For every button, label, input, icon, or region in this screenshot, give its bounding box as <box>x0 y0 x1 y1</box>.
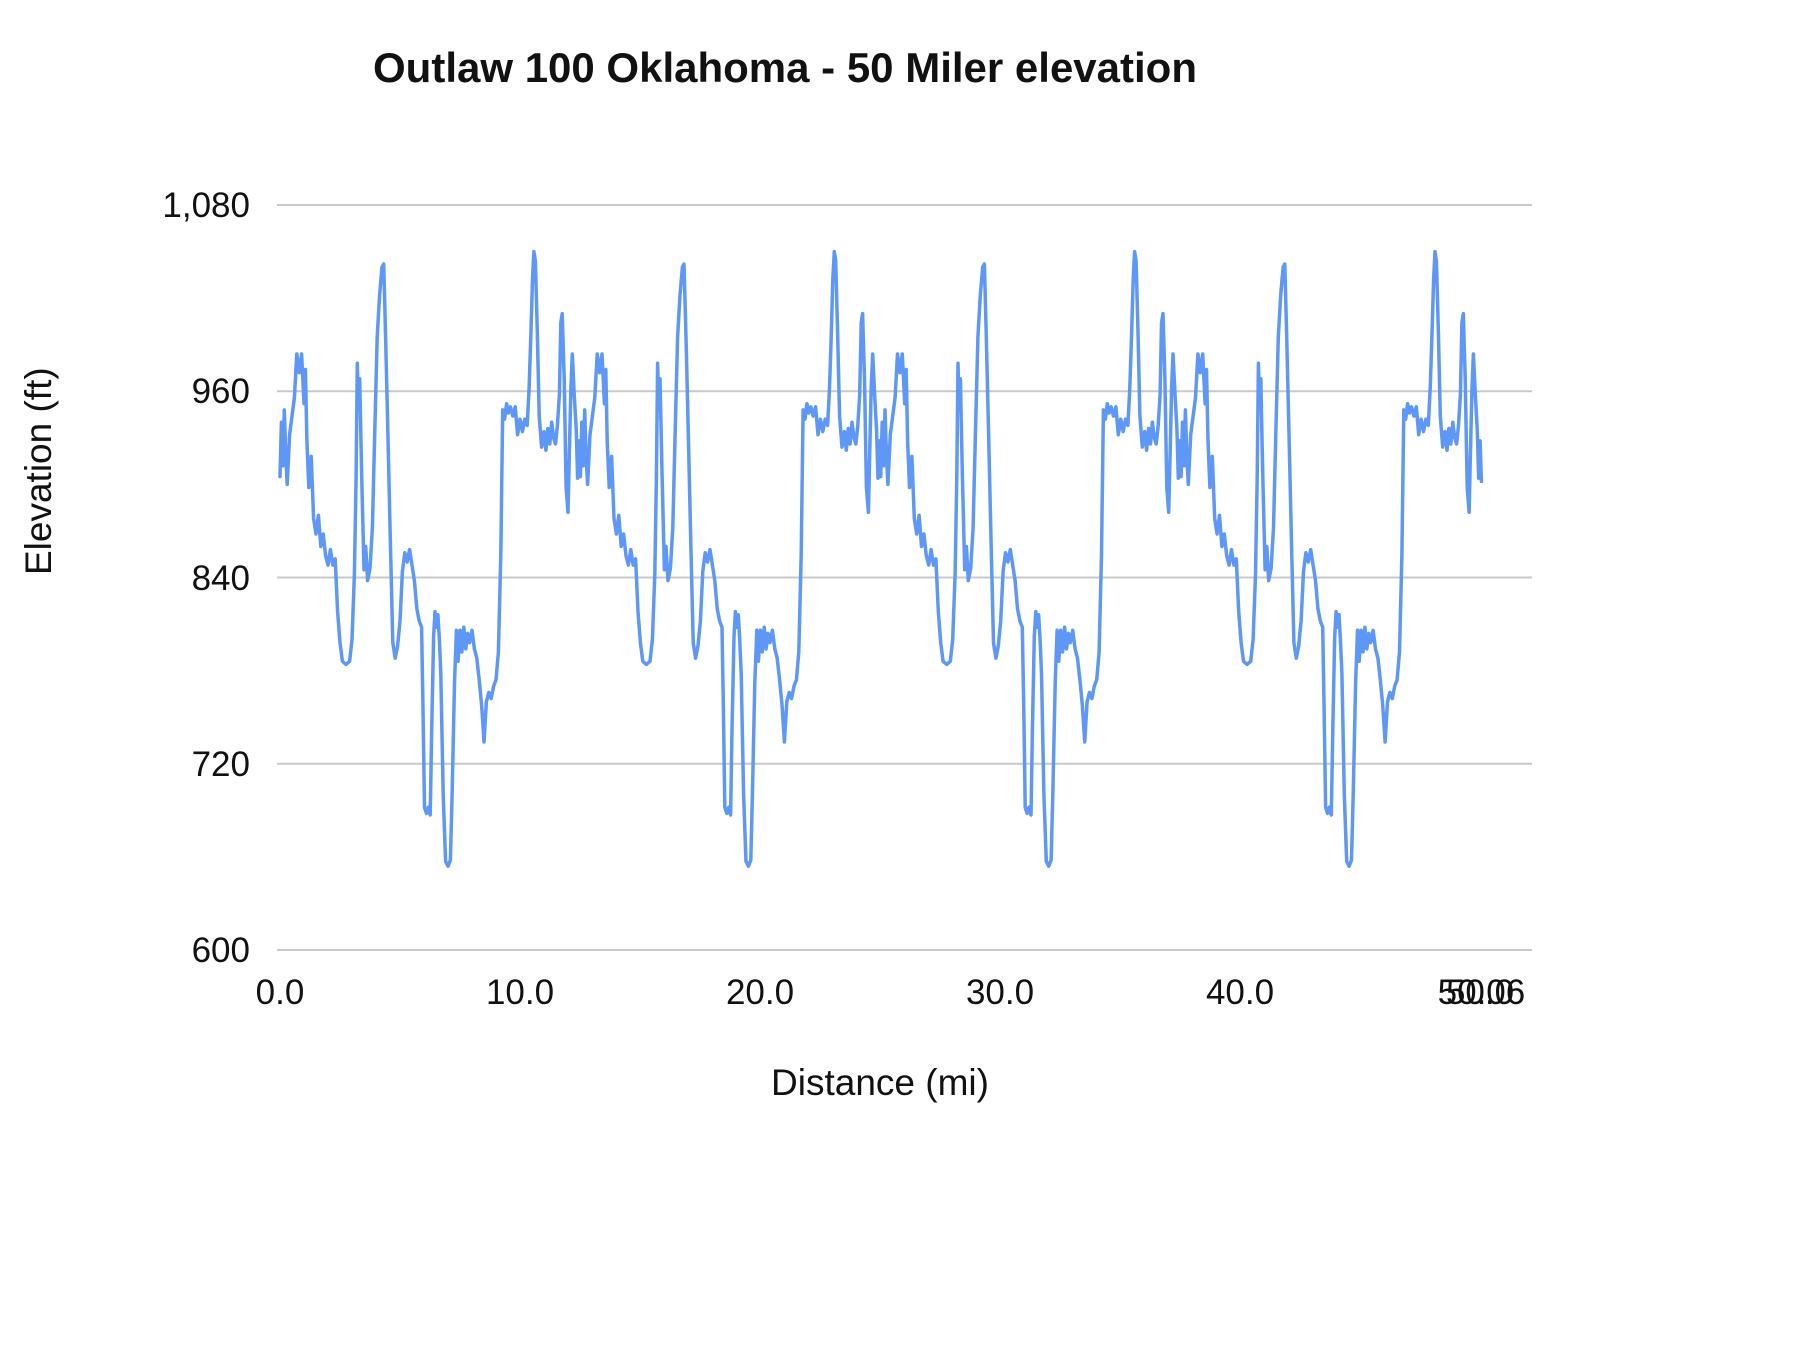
x-tick-label: 40.0 <box>1205 973 1275 1012</box>
y-tick-label: 960 <box>191 372 250 412</box>
x-tick-label: 30.0 <box>965 973 1035 1012</box>
x-tick-label: 50.06 <box>1437 973 1526 1012</box>
x-tick-label: 20.0 <box>725 973 795 1012</box>
y-tick-label: 720 <box>191 744 250 784</box>
x-axis-title: Distance (mi) <box>771 1062 989 1103</box>
y-tick-label: 1,080 <box>162 186 250 225</box>
x-tick-label: 50.0 <box>1445 973 1515 1012</box>
y-tick-label: 600 <box>191 931 250 970</box>
y-tick-label: 840 <box>191 558 250 598</box>
x-tick-label: 0.0 <box>255 973 305 1012</box>
chart-title: Outlaw 100 Oklahoma - 50 Miler elevation <box>373 44 1197 91</box>
x-tick-label: 10.0 <box>485 973 555 1012</box>
elevation-line-series <box>278 249 1484 868</box>
